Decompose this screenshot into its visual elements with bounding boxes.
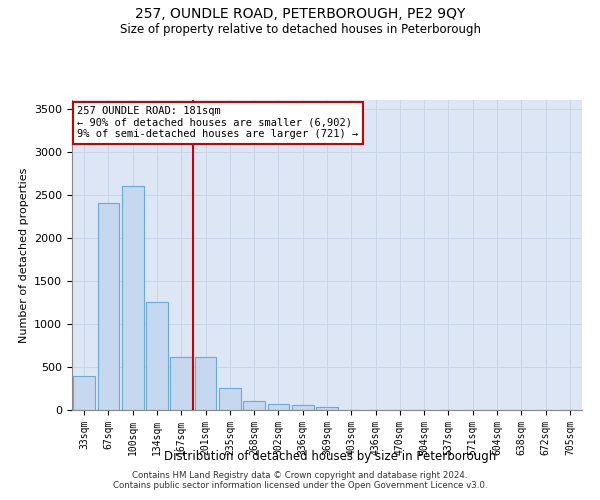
- Bar: [292, 406, 314, 410]
- Bar: [73, 376, 95, 410]
- Bar: [170, 356, 192, 410]
- Text: Contains HM Land Registry data © Crown copyright and database right 2024.
Contai: Contains HM Land Registry data © Crown c…: [113, 470, 487, 490]
- Text: 257 OUNDLE ROAD: 181sqm
← 90% of detached houses are smaller (6,902)
9% of semi-: 257 OUNDLE ROAD: 181sqm ← 90% of detache…: [77, 106, 358, 140]
- Bar: [219, 388, 241, 410]
- Text: Distribution of detached houses by size in Peterborough: Distribution of detached houses by size …: [164, 450, 496, 463]
- Bar: [146, 302, 168, 410]
- Bar: [194, 356, 217, 410]
- Bar: [316, 408, 338, 410]
- Bar: [268, 404, 289, 410]
- Bar: [97, 204, 119, 410]
- Text: 257, OUNDLE ROAD, PETERBOROUGH, PE2 9QY: 257, OUNDLE ROAD, PETERBOROUGH, PE2 9QY: [135, 8, 465, 22]
- Y-axis label: Number of detached properties: Number of detached properties: [19, 168, 29, 342]
- Text: Size of property relative to detached houses in Peterborough: Size of property relative to detached ho…: [119, 22, 481, 36]
- Bar: [122, 186, 143, 410]
- Bar: [243, 402, 265, 410]
